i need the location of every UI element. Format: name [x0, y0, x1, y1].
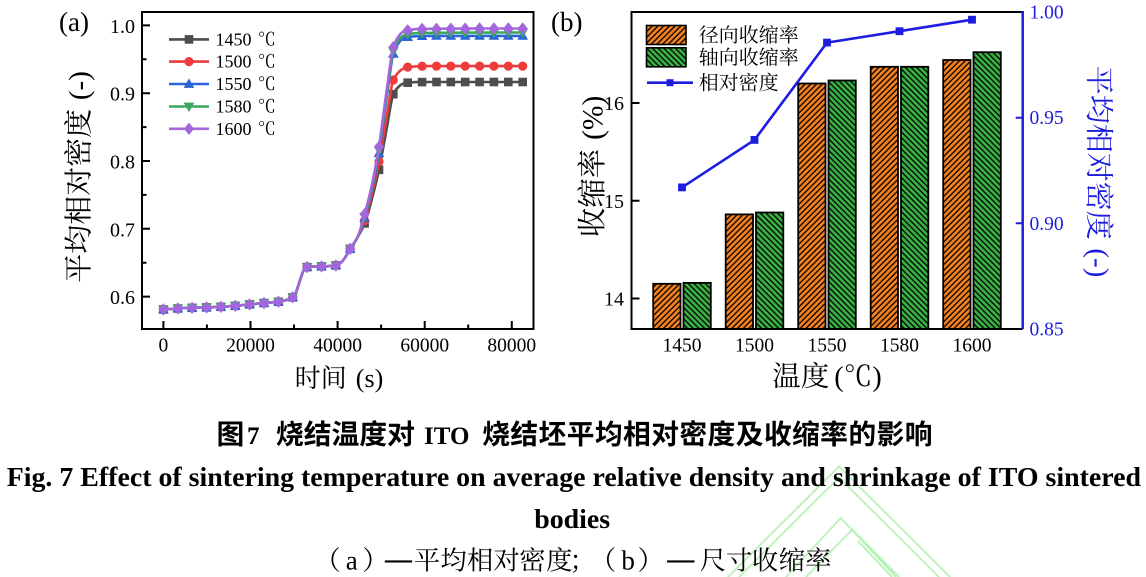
svg-text:a: a [346, 546, 358, 576]
svg-text:(-): (-) [64, 71, 96, 100]
svg-text:0.7: 0.7 [110, 219, 135, 241]
svg-text:0.85: 0.85 [1030, 320, 1064, 341]
svg-text:0.8: 0.8 [110, 152, 135, 174]
svg-text:1600: 1600 [953, 336, 992, 357]
svg-text:(s): (s) [356, 364, 383, 393]
svg-text:40000: 40000 [313, 336, 362, 357]
svg-text:0: 0 [159, 336, 169, 357]
svg-text:0.6: 0.6 [110, 287, 135, 309]
svg-text:Fig. 7 Effect of sintering tem: Fig. 7 Effect of sintering temperature o… [7, 462, 1142, 493]
svg-text:1450: 1450 [663, 336, 702, 357]
svg-text:14: 14 [604, 289, 624, 311]
svg-text:(-): (-) [1082, 248, 1114, 277]
svg-text:60000: 60000 [400, 336, 449, 357]
svg-text:1550: 1550 [216, 74, 252, 94]
svg-text:15: 15 [604, 191, 624, 213]
svg-text:0.9: 0.9 [110, 84, 135, 106]
svg-text:1580: 1580 [880, 336, 919, 357]
svg-text:1580: 1580 [216, 97, 252, 117]
svg-text:ITO: ITO [424, 423, 469, 450]
svg-text:7: 7 [247, 423, 260, 450]
svg-text:b: b [621, 546, 635, 576]
svg-text:(%): (%) [577, 96, 609, 140]
svg-text:1500: 1500 [735, 336, 774, 357]
svg-text:1500: 1500 [216, 52, 252, 72]
svg-text:1550: 1550 [808, 336, 847, 357]
svg-text:(b): (b) [551, 7, 582, 37]
svg-text:0.95: 0.95 [1030, 108, 1064, 129]
svg-text:bodies: bodies [534, 504, 610, 535]
svg-text:1450: 1450 [216, 29, 252, 49]
svg-text:(: ( [834, 362, 844, 393]
svg-text:0.90: 0.90 [1030, 214, 1064, 235]
svg-text:80000: 80000 [487, 336, 536, 357]
svg-text:1600: 1600 [216, 119, 252, 139]
svg-text:1.00: 1.00 [1030, 3, 1064, 24]
svg-text:16: 16 [604, 93, 624, 115]
svg-text:1.0: 1.0 [110, 16, 135, 38]
svg-text:): ) [872, 362, 882, 393]
svg-text:(a): (a) [59, 7, 89, 37]
svg-text:20000: 20000 [226, 336, 275, 357]
